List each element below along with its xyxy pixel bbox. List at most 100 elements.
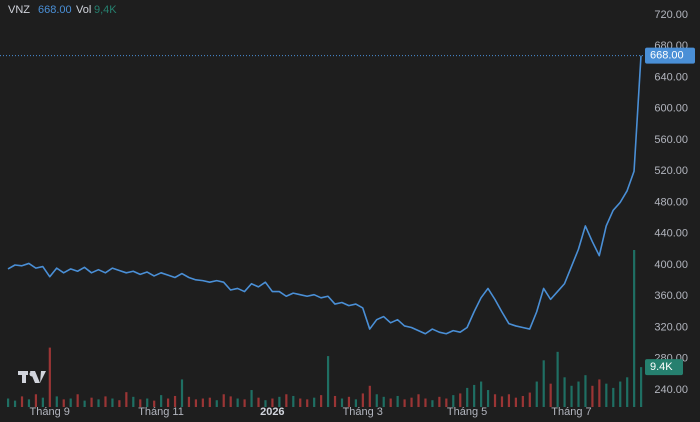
symbol: VNZ xyxy=(8,4,30,16)
y-tick-label: 720.00 xyxy=(654,9,688,21)
volume-bar xyxy=(201,398,204,407)
volume-bar xyxy=(473,384,476,407)
volume-bar xyxy=(605,383,608,407)
volume-bar xyxy=(612,387,615,407)
volume-bar xyxy=(466,387,469,407)
volume-bar xyxy=(194,399,198,407)
volume-bar xyxy=(250,390,253,407)
volume-bar xyxy=(41,397,44,407)
volume-legend: 9,4K xyxy=(94,4,117,16)
volume-bar xyxy=(542,360,545,407)
volume-bar xyxy=(104,396,107,407)
volume-bar xyxy=(271,398,274,407)
volume-tag xyxy=(645,359,683,376)
y-tick-label: 320.00 xyxy=(654,321,688,333)
volume-bar xyxy=(549,383,552,407)
volume-bar xyxy=(208,397,211,407)
volume-bar xyxy=(493,394,497,407)
volume-bar xyxy=(243,399,246,407)
x-tick-label: Tháng 5 xyxy=(447,406,487,418)
volume-bar xyxy=(229,396,232,407)
volume-bar xyxy=(514,397,517,407)
volume-bar xyxy=(313,397,316,407)
last-price-tag xyxy=(645,47,695,64)
volume-bar xyxy=(13,400,17,407)
volume-bar xyxy=(417,394,420,407)
volume-bar xyxy=(69,398,72,407)
volume-bar xyxy=(187,396,191,407)
volume-bar xyxy=(27,399,31,407)
volume-bar xyxy=(326,356,330,407)
volume-bar xyxy=(528,392,531,407)
x-tick-label: Tháng 3 xyxy=(343,406,383,418)
volume-bar xyxy=(633,250,636,407)
volume-bar xyxy=(222,394,225,407)
volume-bar xyxy=(584,375,587,407)
volume-bar xyxy=(556,351,559,407)
volume-bar xyxy=(7,398,10,407)
volume-bar xyxy=(368,385,371,407)
volume-bar xyxy=(215,400,218,407)
volume-bar xyxy=(160,395,163,407)
volume-bar xyxy=(619,381,622,407)
volume-bar xyxy=(306,399,309,407)
volume-bar xyxy=(570,385,573,407)
price-legend: 668.00 xyxy=(38,4,72,16)
volume-bar xyxy=(354,399,358,407)
volume-bar xyxy=(20,396,24,407)
volume-bar xyxy=(118,400,121,407)
volume-name: Vol xyxy=(76,4,91,16)
y-tick-label: 480.00 xyxy=(654,196,688,208)
volume-bar xyxy=(299,398,302,407)
volume-bar xyxy=(452,395,455,407)
volume-bar xyxy=(382,396,385,407)
volume-bar xyxy=(264,400,267,407)
volume-bar xyxy=(166,398,170,407)
x-tick-label: Tháng 11 xyxy=(138,406,184,418)
volume-bar xyxy=(521,395,524,407)
volume-bar xyxy=(333,395,337,407)
volume-bar xyxy=(55,396,58,407)
volume-bar xyxy=(146,398,149,407)
volume-bar xyxy=(340,398,344,407)
y-tick-label: 240.00 xyxy=(654,384,688,396)
volume-bar xyxy=(132,396,135,407)
volume-tag-label: 9.4K xyxy=(650,361,673,373)
volume-bar xyxy=(111,398,114,407)
volume-bar xyxy=(507,394,511,407)
volume-bar xyxy=(125,392,128,407)
volume-bar xyxy=(139,399,142,407)
volume-bar xyxy=(34,394,38,407)
volume-bar xyxy=(459,393,462,407)
y-tick-label: 520.00 xyxy=(654,165,688,177)
y-tick-label: 560.00 xyxy=(654,134,688,146)
y-tick-label: 640.00 xyxy=(654,71,688,83)
volume-bar xyxy=(285,394,288,407)
volume-bar xyxy=(173,395,177,407)
volume-bar xyxy=(389,398,392,407)
volume-bar xyxy=(257,397,260,407)
volume-bar xyxy=(431,400,434,407)
volume-bar xyxy=(180,379,184,407)
price-line xyxy=(7,55,642,335)
volume-bar xyxy=(48,347,51,407)
volume-bar xyxy=(438,396,441,407)
volume-bar xyxy=(486,390,490,407)
volume-bar xyxy=(424,398,427,407)
volume-bar xyxy=(626,377,629,407)
y-tick-label: 600.00 xyxy=(654,103,688,115)
volume-bar xyxy=(90,397,93,407)
volume-bar xyxy=(62,399,65,407)
volume-bar xyxy=(500,396,504,407)
volume-bar xyxy=(83,400,86,407)
volume-bar xyxy=(577,381,580,407)
volume-bar xyxy=(278,396,281,407)
volume-bar xyxy=(563,377,566,407)
x-tick-label: Tháng 9 xyxy=(30,406,70,418)
volume-bar xyxy=(480,381,483,407)
volume-bar xyxy=(445,398,448,407)
volume-bar xyxy=(236,398,239,407)
logo xyxy=(18,371,46,383)
